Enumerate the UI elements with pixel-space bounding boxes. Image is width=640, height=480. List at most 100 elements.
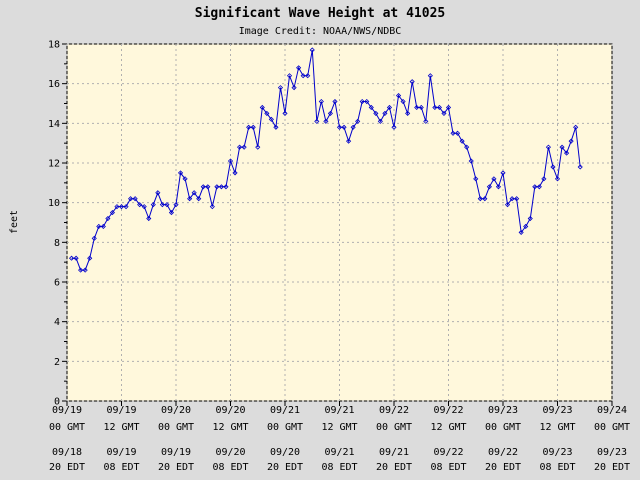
data-point: [464, 144, 470, 150]
data-point: [118, 204, 125, 210]
data-point: [409, 79, 415, 85]
data-point: [141, 204, 147, 210]
data-point: [68, 255, 75, 261]
data-point: [91, 235, 97, 241]
data-point: [364, 98, 370, 105]
data-point: [146, 215, 152, 222]
data-point: [346, 138, 352, 144]
data-point: [159, 202, 165, 208]
data-point: [132, 196, 138, 202]
data-point: [359, 98, 365, 105]
chart-title: Significant Wave Height at 41025: [195, 6, 445, 21]
x-tick-label: 00 GMT: [158, 422, 194, 433]
data-point: [509, 196, 515, 202]
data-point: [436, 104, 442, 111]
data-point: [355, 118, 361, 124]
data-point: [200, 184, 206, 190]
data-point: [318, 98, 324, 105]
data-point: [137, 202, 143, 208]
data-point: [368, 104, 374, 111]
data-point: [82, 267, 88, 273]
x-tick-label: 09/21: [379, 447, 409, 458]
data-point: [405, 110, 411, 116]
data-point: [532, 184, 538, 190]
data-point: [468, 158, 474, 164]
data-point: [395, 93, 402, 99]
data-point: [241, 144, 247, 150]
data-line: [71, 49, 581, 271]
data-point: [504, 202, 511, 208]
data-point: [264, 110, 270, 116]
x-tick-label: 09/20: [161, 405, 191, 416]
data-point: [432, 104, 438, 111]
data-point: [477, 196, 483, 202]
data-point: [177, 170, 184, 176]
data-point: [291, 85, 297, 91]
data-point: [554, 176, 561, 182]
data-point: [309, 47, 315, 53]
y-tick-label: 4: [54, 317, 60, 328]
data-point: [173, 202, 179, 208]
x-tick-label: 09/23: [488, 405, 518, 416]
data-point: [495, 184, 502, 190]
data-point: [123, 204, 129, 210]
data-point: [214, 184, 220, 190]
x-tick-label: 09/20: [215, 447, 245, 458]
data-point: [191, 190, 197, 196]
x-tick-label: 09/22: [433, 405, 463, 416]
data-point: [336, 124, 343, 130]
x-tick-label: 00 GMT: [267, 422, 303, 433]
x-tick-label: 09/22: [379, 405, 409, 416]
data-point: [514, 196, 520, 202]
data-point: [414, 104, 420, 111]
y-tick-label: 16: [48, 79, 60, 90]
data-point: [577, 164, 583, 170]
data-point: [391, 124, 397, 130]
data-point: [155, 190, 161, 196]
data-point: [382, 110, 388, 116]
data-point: [128, 196, 134, 202]
y-tick-label: 2: [54, 357, 60, 368]
data-point: [205, 184, 211, 190]
x-tick-label: 00 GMT: [485, 422, 521, 433]
x-tick-label: 20 EDT: [594, 462, 630, 473]
data-point: [96, 223, 102, 230]
data-point: [427, 73, 433, 79]
x-tick-label: 12 GMT: [430, 422, 466, 433]
x-tick-label: 00 GMT: [594, 422, 630, 433]
data-point: [73, 255, 79, 261]
x-tick-label: 09/23: [542, 447, 572, 458]
data-point: [332, 98, 338, 105]
data-point: [196, 196, 202, 202]
y-tick-label: 10: [48, 198, 60, 209]
x-tick-label: 00 GMT: [49, 422, 85, 433]
data-point: [545, 144, 551, 150]
x-tick-label: 09/20: [215, 405, 245, 416]
x-tick-label: 08 EDT: [212, 462, 248, 473]
data-point: [473, 176, 479, 182]
data-point: [250, 124, 256, 130]
data-point: [559, 144, 565, 150]
data-point: [350, 124, 356, 130]
y-tick-label: 6: [54, 278, 60, 289]
data-point: [218, 184, 224, 190]
x-tick-label: 08 EDT: [103, 462, 139, 473]
data-point: [187, 196, 193, 202]
data-point: [150, 202, 156, 208]
data-point: [182, 176, 188, 182]
data-point: [168, 210, 175, 216]
data-point: [78, 267, 84, 273]
y-axis-label: feet: [9, 210, 20, 234]
data-point: [418, 104, 424, 111]
data-point: [100, 223, 106, 230]
data-point: [550, 164, 556, 170]
y-tick-label: 12: [48, 159, 60, 170]
x-tick-label: 20 EDT: [49, 462, 85, 473]
data-point: [400, 98, 406, 105]
data-point: [445, 104, 452, 111]
data-point: [327, 110, 333, 116]
data-point: [209, 204, 215, 210]
x-tick-label: 20 EDT: [158, 462, 194, 473]
data-point: [87, 255, 93, 261]
